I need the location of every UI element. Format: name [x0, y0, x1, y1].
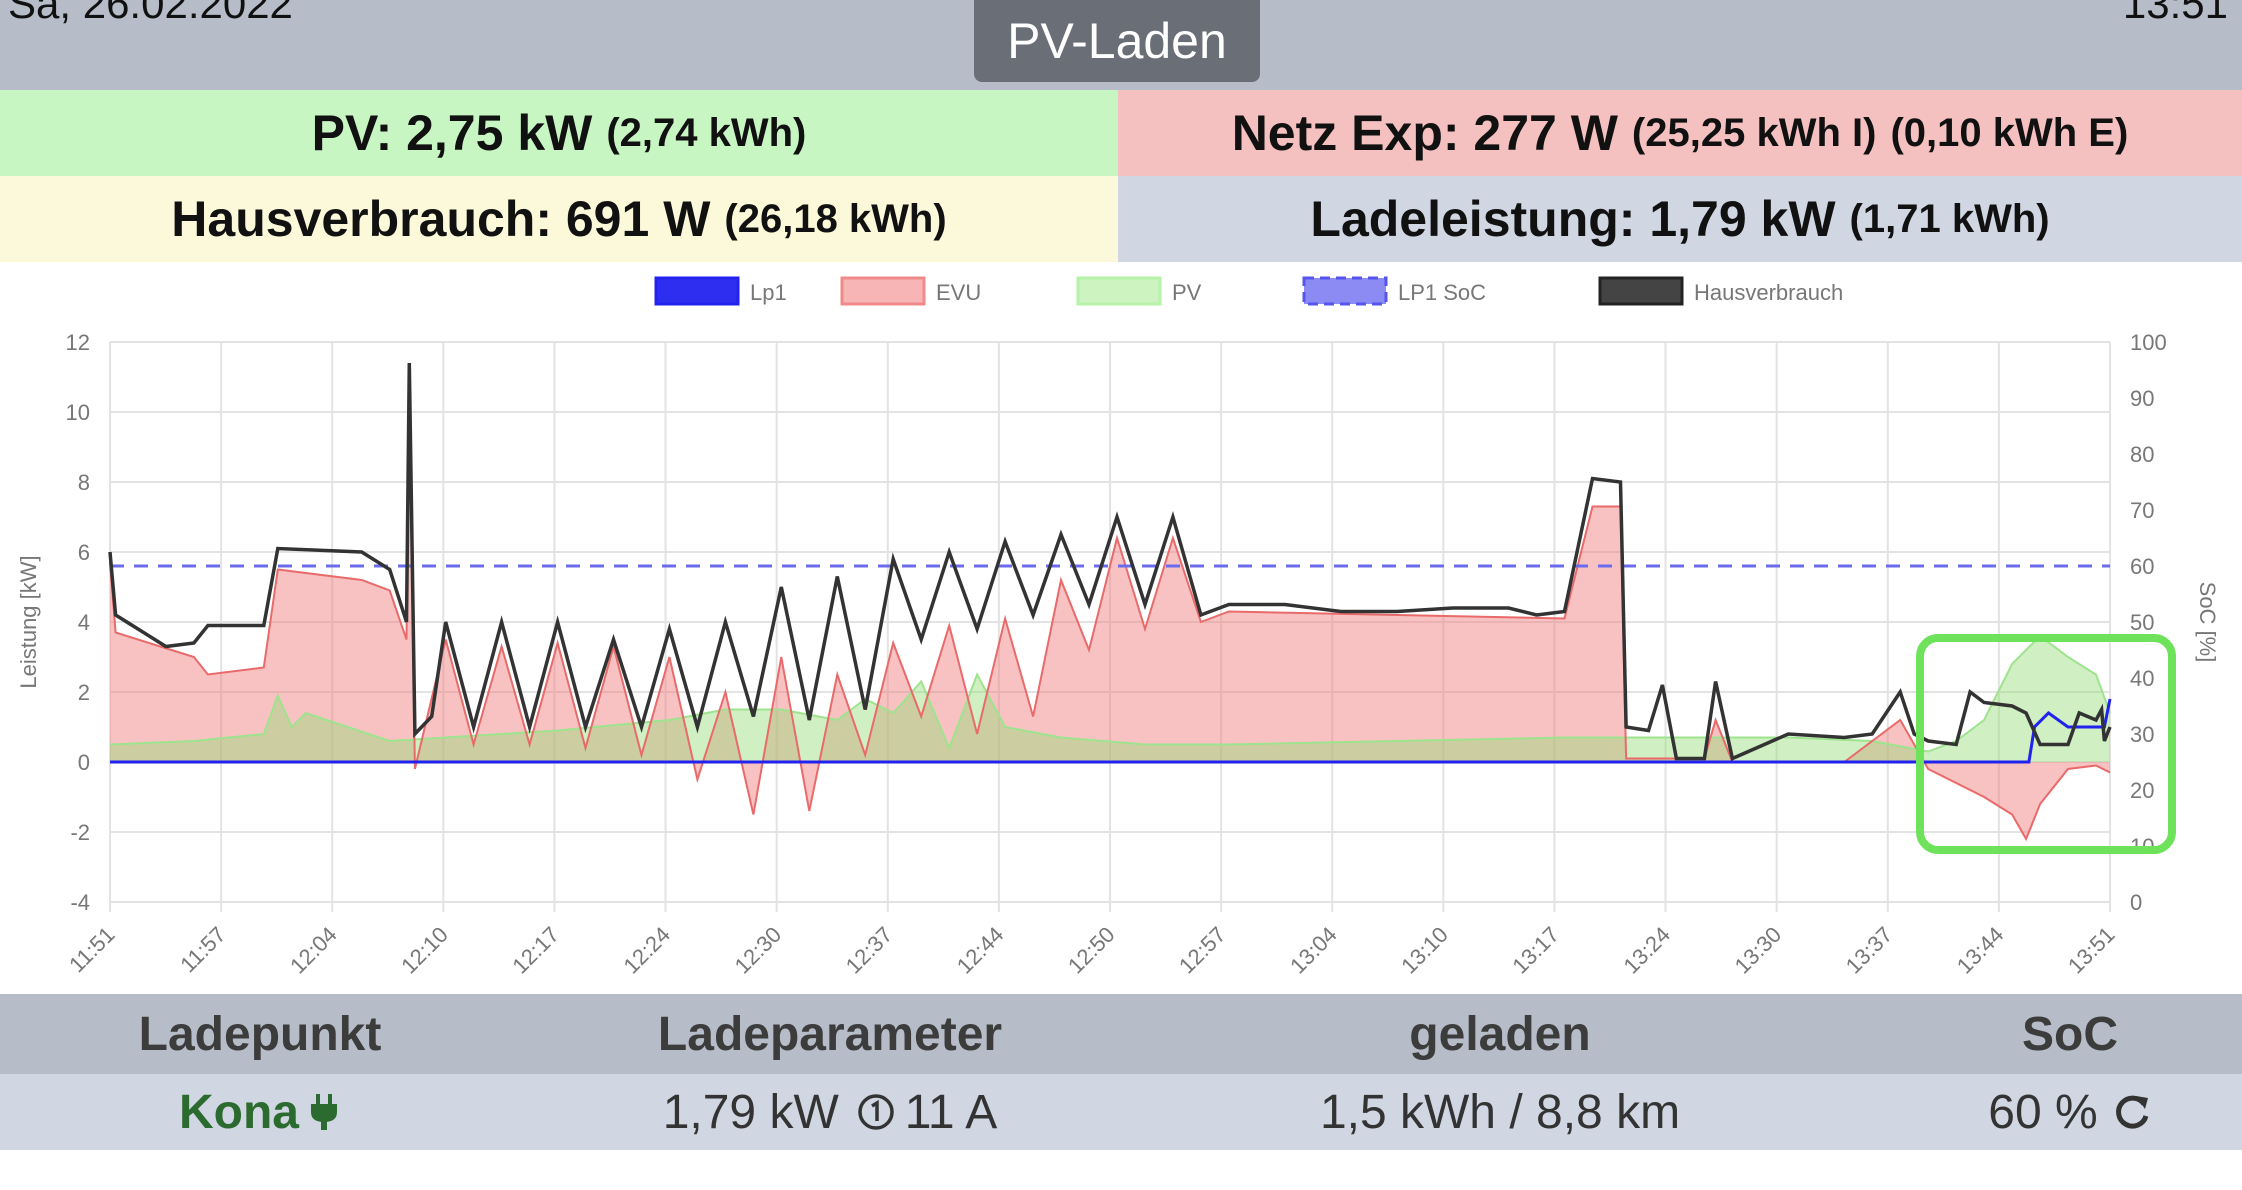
col-header-soc: SoC — [2022, 1007, 2118, 1061]
chargepoint-cell[interactable]: Kona — [60, 1074, 460, 1150]
soc-cell[interactable]: 60 % — [1920, 1074, 2220, 1150]
grid-power-stat: Netz Exp: 277 W (25,25 kWh I) (0,10 kWh … — [1118, 90, 2242, 176]
x-tick-label: 12:04 — [285, 922, 342, 979]
one-phase-icon — [857, 1093, 895, 1131]
x-tick-label: 13:51 — [2063, 922, 2120, 979]
soc-value: 60 % — [1988, 1085, 2098, 1139]
y-tick-right: 30 — [2130, 722, 2154, 747]
legend-label: LP1 SoC — [1398, 280, 1486, 305]
legend-swatch — [1076, 276, 1162, 306]
top-bar: Sa, 26.02.2022 PV-Laden 13:51 — [0, 0, 2242, 90]
power-chart: 12 10 8 6 4 2 0 -2 -4 100 90 80 70 60 50 40 30 20 10 0 11:51… — [0, 262, 2242, 992]
house-consumption-stat: Hausverbrauch: 691 W (26,18 kWh) — [0, 176, 1118, 262]
x-tick-label: 11:51 — [64, 922, 119, 977]
y-tick-left: 12 — [66, 330, 90, 355]
x-tick-label: 12:30 — [730, 922, 787, 979]
legend-label: Lp1 — [750, 280, 787, 305]
x-tick-label: 12:10 — [396, 922, 453, 979]
y-tick-left: 10 — [66, 400, 90, 425]
y-tick-left: -2 — [70, 820, 90, 845]
y-tick-left: 4 — [78, 610, 90, 635]
x-tick-label: 12:17 — [507, 922, 564, 979]
pv-line — [109, 634, 2111, 753]
chargepoint-table-header: Ladepunkt Ladeparameter geladen SoC — [0, 994, 2242, 1074]
y-tick-left: 6 — [78, 540, 90, 565]
legend-swatch — [840, 276, 926, 306]
charged-cell: 1,5 kWh / 8,8 km — [1319, 1085, 1681, 1139]
x-tick-label: 12:50 — [1063, 922, 1120, 979]
x-tick-label: 13:04 — [1285, 922, 1342, 979]
x-tick-label: 12:44 — [952, 922, 1009, 979]
refresh-icon[interactable] — [2112, 1092, 2152, 1132]
x-tick-label: 12:57 — [1174, 922, 1231, 979]
legend-label: PV — [1172, 280, 1202, 305]
y-tick-right: 90 — [2130, 386, 2154, 411]
y-tick-right: 70 — [2130, 498, 2154, 523]
y-axis-label-right: SoC [%] — [2195, 582, 2220, 663]
x-tick-label: 11:57 — [175, 922, 230, 977]
grid-import-label: (25,25 kWh I) — [1631, 110, 1877, 155]
pv-power-stat: PV: 2,75 kW (2,74 kWh) — [0, 90, 1118, 176]
highlight-box — [1916, 634, 2176, 854]
charging-power-label: Ladeleistung: 1,79 kW — [1310, 191, 1836, 247]
y-tick-right: 40 — [2130, 666, 2154, 691]
grid-export-label: (0,10 kWh E) — [1890, 110, 2129, 155]
house-energy-label: (26,18 kWh) — [724, 196, 947, 241]
pv-energy-label: (2,74 kWh) — [606, 110, 807, 155]
y-tick-right: 100 — [2130, 330, 2167, 355]
charging-energy-label: (1,71 kWh) — [1849, 196, 2050, 241]
chargepoint-name[interactable]: Kona — [179, 1085, 299, 1139]
y-tick-right: 60 — [2130, 554, 2154, 579]
date-display: Sa, 26.02.2022 — [8, 0, 293, 27]
charge-power-value: 1,79 kW — [662, 1085, 839, 1139]
legend-label: EVU — [936, 280, 981, 305]
x-tick-label: 12:24 — [618, 922, 675, 979]
charge-current-value: 11 A — [904, 1085, 998, 1139]
y-tick-right: 0 — [2130, 890, 2142, 915]
x-tick-label: 13:37 — [1841, 922, 1898, 979]
y-tick-left: -4 — [70, 890, 90, 915]
time-display: 13:51 — [2122, 0, 2228, 27]
y-tick-left: 0 — [78, 750, 90, 775]
charging-power-stat: Ladeleistung: 1,79 kW (1,71 kWh) — [1118, 176, 2242, 262]
power-chart-svg: 121086420-2-4100908070605040302010011:51… — [16, 276, 2220, 979]
x-tick-label: 13:30 — [1730, 922, 1787, 979]
y-tick-right: 20 — [2130, 778, 2154, 803]
col-header-ladepunkt: Ladepunkt — [138, 1007, 382, 1061]
x-tick-label: 12:37 — [841, 922, 898, 979]
x-tick-label: 13:17 — [1507, 922, 1564, 979]
legend-swatch — [1598, 276, 1684, 306]
charge-parameter-cell: 1,79 kW 11 A — [580, 1074, 1080, 1150]
y-tick-left: 8 — [78, 470, 90, 495]
legend-label: Hausverbrauch — [1694, 280, 1843, 305]
legend-swatch — [654, 276, 740, 306]
col-header-ladeparameter: Ladeparameter — [657, 1007, 1003, 1061]
y-tick-right: 50 — [2130, 610, 2154, 635]
house-consumption-label: Hausverbrauch: 691 W — [171, 191, 711, 247]
table-row[interactable]: Kona 1,79 kW 11 A 1,5 kWh / 8,8 km 60 % — [0, 1074, 2242, 1150]
evu-area — [110, 391, 2110, 839]
plug-icon — [307, 1092, 341, 1132]
pv-area — [110, 636, 2110, 762]
mode-button[interactable]: PV-Laden — [974, 0, 1260, 82]
x-tick-label: 13:44 — [1952, 922, 2009, 979]
y-tick-left: 2 — [78, 680, 90, 705]
y-tick-right: 80 — [2130, 442, 2154, 467]
col-header-geladen: geladen — [1409, 1007, 1591, 1061]
legend-swatch — [1302, 276, 1388, 306]
x-tick-label: 13:24 — [1618, 922, 1675, 979]
y-axis-label-left: Leistung [kW] — [16, 555, 41, 688]
grid-power-label: Netz Exp: 277 W — [1231, 105, 1618, 161]
x-tick-label: 13:10 — [1396, 922, 1453, 979]
pv-power-label: PV: 2,75 kW — [311, 105, 593, 161]
